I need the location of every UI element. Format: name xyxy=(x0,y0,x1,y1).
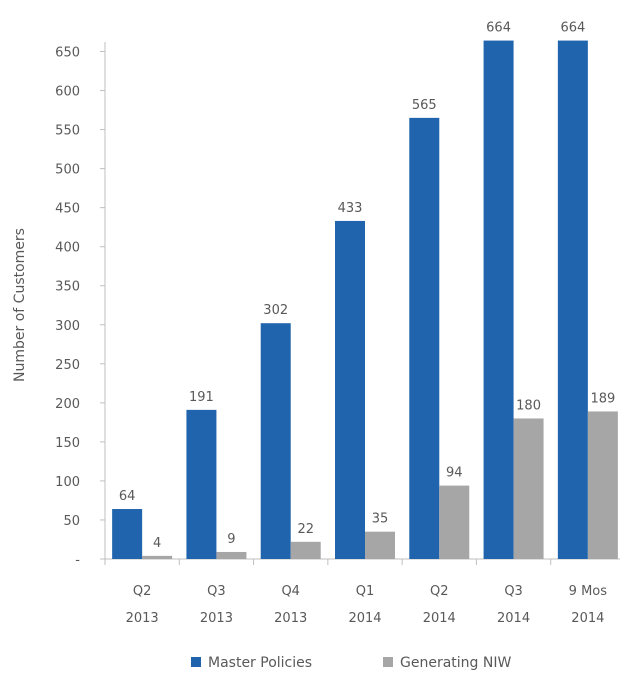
x-tick-label: Q2 2013 xyxy=(126,584,159,626)
bar-generating-niw xyxy=(587,411,618,559)
x-tick-label: 9 Mos 2014 xyxy=(569,584,608,626)
bar-generating-niw xyxy=(513,418,544,559)
x-ticks: Q2 2013 Q3 2013 Q4 2013 Q1 2014 Q2 2014 Q3 2014 9 Mo… xyxy=(104,559,608,626)
x-tick-label: Q2 2014 xyxy=(423,584,456,626)
y-tick-label: 550 xyxy=(55,124,80,139)
bar-master-policies xyxy=(483,40,514,560)
bar-generating-niw xyxy=(439,485,470,559)
data-label: 22 xyxy=(297,522,314,537)
data-label: 191 xyxy=(189,390,214,405)
data-label: 4 xyxy=(153,536,161,551)
y-ticks: - 50 100 150 200 250 300 350 400 450 500 550 600 650 xyxy=(55,46,105,568)
y-tick-label: 300 xyxy=(55,319,80,334)
bar-master-policies xyxy=(335,220,365,559)
x-tick-label: Q3 2013 xyxy=(200,584,233,626)
legend: Master Policies Generating NIW xyxy=(191,655,511,671)
y-axis-title-group: Number of Customers xyxy=(12,228,28,382)
data-label: 180 xyxy=(516,398,541,413)
legend-label-master-policies: Master Policies xyxy=(208,655,312,671)
y-tick-label: 150 xyxy=(55,436,80,451)
y-tick-label: 600 xyxy=(55,85,80,100)
x-tick-label: Q1 2014 xyxy=(348,584,381,626)
data-label: 9 xyxy=(227,532,235,547)
y-tick-label: 400 xyxy=(55,241,80,256)
data-label: 302 xyxy=(263,303,288,318)
legend-label-generating-niw: Generating NIW xyxy=(400,655,511,671)
y-tick-label: 50 xyxy=(63,514,80,529)
data-label: 94 xyxy=(446,466,463,481)
bars xyxy=(112,40,618,560)
y-axis-title: Number of Customers xyxy=(12,228,28,382)
data-label: 35 xyxy=(372,512,389,527)
y-tick-label: 650 xyxy=(55,46,80,61)
y-tick-label: 200 xyxy=(55,397,80,412)
x-tick-label: Q3 2014 xyxy=(497,584,530,626)
y-tick-label: 500 xyxy=(55,163,80,178)
legend-swatch-generating-niw xyxy=(383,657,393,667)
data-labels: 64 4 191 9 302 22 433 35 565 94 664 180 664 189 xyxy=(119,21,615,551)
data-label: 433 xyxy=(338,201,363,216)
data-label: 664 xyxy=(486,21,511,36)
y-tick-label: - xyxy=(75,553,80,568)
y-tick-label: 350 xyxy=(55,280,80,295)
bar-generating-niw xyxy=(216,551,247,559)
x-tick-label: Q4 2013 xyxy=(274,584,307,626)
bar-generating-niw xyxy=(365,531,395,559)
y-tick-label: 250 xyxy=(55,358,80,373)
bar-master-policies xyxy=(409,117,440,559)
bar-generating-niw xyxy=(142,555,173,559)
bar-master-policies xyxy=(557,40,588,560)
legend-swatch-master-policies xyxy=(191,657,201,667)
bar-generating-niw xyxy=(290,541,321,559)
bar-master-policies xyxy=(260,323,291,559)
y-tick-label: 100 xyxy=(55,475,80,490)
data-label: 64 xyxy=(119,489,136,504)
bar-master-policies xyxy=(186,409,217,559)
data-label: 664 xyxy=(560,21,585,36)
data-label: 189 xyxy=(590,391,615,406)
bar-master-policies xyxy=(112,509,143,559)
y-tick-label: 450 xyxy=(55,202,80,217)
data-label: 565 xyxy=(412,98,437,113)
